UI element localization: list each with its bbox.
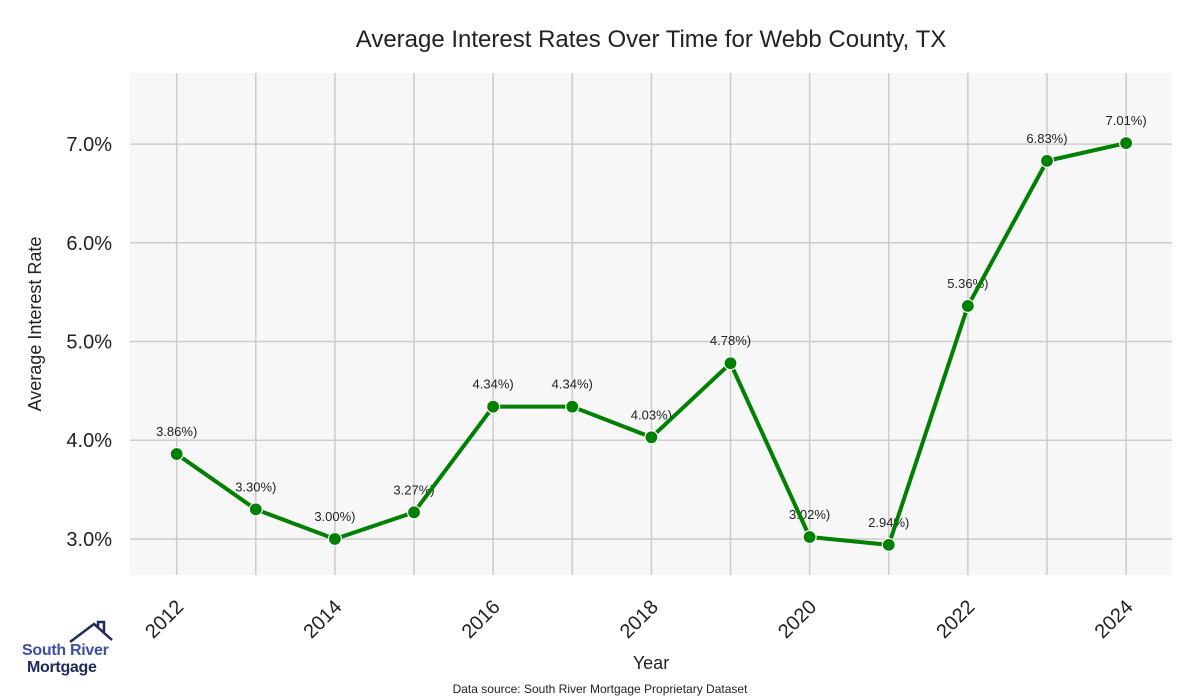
x-tick-label: 2018 bbox=[616, 596, 663, 643]
data-label: 4.34%) bbox=[552, 377, 593, 392]
data-point bbox=[406, 505, 422, 520]
data-label: 4.34%) bbox=[473, 377, 514, 392]
data-label: 2.94%) bbox=[868, 515, 909, 530]
data-point bbox=[802, 529, 817, 545]
data-point bbox=[644, 430, 659, 445]
data-label: 6.83%) bbox=[1026, 131, 1067, 146]
data-point bbox=[881, 537, 896, 552]
x-tick-label: 2016 bbox=[458, 596, 505, 643]
logo-line1: South River bbox=[22, 642, 109, 659]
data-point bbox=[723, 356, 738, 371]
house-roof-icon bbox=[69, 620, 113, 643]
data-point bbox=[1039, 153, 1055, 168]
data-point bbox=[486, 399, 501, 414]
x-tick-label: 2024 bbox=[1091, 596, 1138, 643]
data-label: 7.01%) bbox=[1106, 113, 1147, 128]
y-tick-label: 4.0% bbox=[66, 430, 112, 452]
y-axis-label: Average Interest Rate bbox=[25, 237, 45, 412]
data-label: 3.86%) bbox=[156, 424, 197, 439]
data-point bbox=[565, 399, 580, 414]
data-label: 3.30%) bbox=[235, 479, 276, 494]
x-tick-label: 2020 bbox=[774, 596, 821, 643]
data-point bbox=[1119, 135, 1134, 151]
x-axis-label: Year bbox=[633, 653, 669, 673]
south-river-mortgage-logo: South River Mortgage bbox=[22, 620, 122, 680]
x-tick-label: 2022 bbox=[932, 596, 979, 643]
data-point bbox=[248, 502, 263, 517]
footnote: Data source: South River Mortgage Propri… bbox=[453, 682, 748, 696]
x-tick-label: 2014 bbox=[299, 596, 346, 643]
y-tick-label: 7.0% bbox=[66, 134, 112, 156]
y-tick-label: 3.0% bbox=[66, 529, 112, 551]
data-point bbox=[960, 298, 975, 314]
chart-title: Average Interest Rates Over Time for Web… bbox=[356, 26, 946, 53]
data-label: 4.03%) bbox=[631, 407, 672, 422]
y-tick-label: 5.0% bbox=[66, 332, 112, 354]
data-point bbox=[327, 531, 343, 547]
y-tick-label: 6.0% bbox=[66, 233, 112, 255]
x-tick-label: 2012 bbox=[141, 596, 188, 643]
data-point bbox=[169, 446, 184, 462]
data-label: 3.00%) bbox=[314, 509, 355, 524]
logo-line2: Mortgage bbox=[27, 659, 97, 676]
data-label: 4.78%) bbox=[710, 333, 751, 348]
data-label: 3.27%) bbox=[393, 482, 434, 497]
